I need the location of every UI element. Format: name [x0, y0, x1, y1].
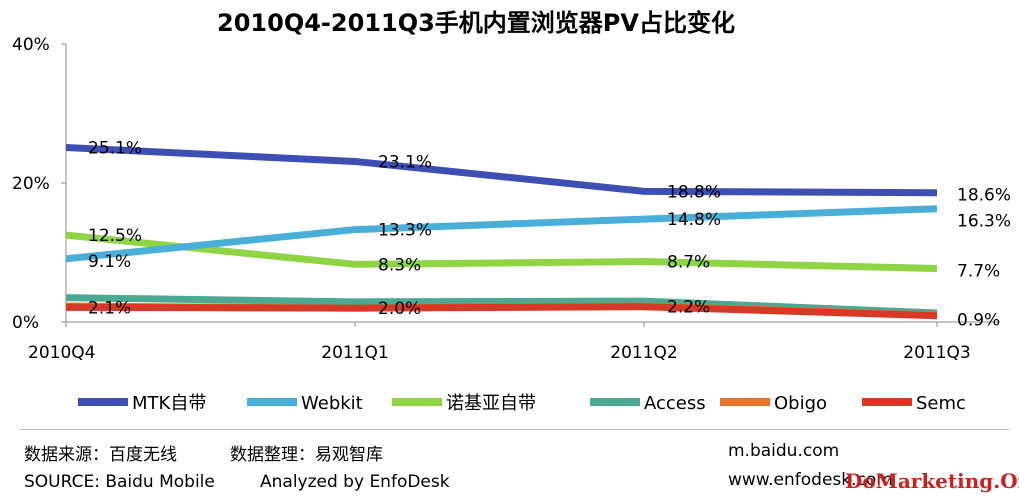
data-label: 9.1%	[88, 252, 131, 272]
legend-label: Webkit	[301, 393, 363, 414]
data-label: 8.7%	[667, 253, 710, 273]
data-label: 13.3%	[378, 221, 432, 241]
source-cn: 数据来源：百度无线	[24, 445, 177, 465]
series-line	[65, 303, 938, 320]
watermark-logo: DoMarketing.Org	[845, 469, 1019, 493]
data-label: 18.8%	[667, 182, 721, 202]
y-tick-label: 0%	[12, 313, 39, 333]
data-label: 14.8%	[667, 210, 721, 230]
data-labels: 25.1% 23.1% 18.8% 18.6% 9.1% 13.3% 14.8% 16.3% 1…	[88, 139, 1011, 331]
legend-label: Obigo	[774, 393, 827, 414]
series-line	[65, 205, 938, 263]
analysis-en: Analyzed by EnfoDesk	[260, 472, 450, 492]
data-label: 16.3%	[957, 212, 1011, 232]
data-label: 7.7%	[957, 261, 1000, 281]
axes: 0% 20% 40% 2010Q4 2011Q1 2011Q2 2011Q3	[12, 35, 1000, 363]
url-enfodesk: www.enfodesk.com	[728, 470, 893, 490]
chart-title: 2010Q4-2011Q3手机内置浏览器PV占比变化	[217, 9, 735, 37]
analysis-cn: 数据整理：易观智库	[230, 445, 383, 465]
data-label: 12.5%	[88, 226, 142, 246]
source-en: SOURCE: Baidu Mobile	[24, 472, 215, 492]
series-line	[65, 231, 938, 272]
x-tick-label: 2011Q3	[903, 343, 970, 363]
data-label: 0.9%	[957, 311, 1000, 331]
url-baidu: m.baidu.com	[728, 441, 840, 461]
series-line	[65, 144, 938, 197]
data-label: 18.6%	[957, 186, 1011, 206]
x-tick-label: 2011Q1	[321, 343, 388, 363]
data-label: 2.1%	[88, 298, 131, 318]
x-tick-label: 2010Q4	[28, 343, 95, 363]
legend-label: 诺基亚自带	[446, 393, 536, 414]
data-label: 23.1%	[378, 152, 432, 172]
footer-divider	[20, 429, 1010, 430]
legend-label: Semc	[916, 393, 966, 414]
data-label: 8.3%	[378, 255, 421, 275]
y-tick-label: 20%	[12, 174, 50, 194]
series-lines	[65, 144, 938, 320]
legend-label: Access	[644, 393, 706, 414]
data-label: 2.2%	[667, 298, 710, 318]
legend-label: MTK自带	[132, 393, 206, 414]
x-tick-label: 2011Q2	[610, 343, 677, 363]
data-label: 25.1%	[88, 139, 142, 159]
data-label: 2.0%	[378, 299, 421, 319]
y-tick-label: 40%	[12, 35, 50, 55]
legend: MTK自带 Webkit 诺基亚自带 Access Obigo Semc	[78, 393, 966, 414]
